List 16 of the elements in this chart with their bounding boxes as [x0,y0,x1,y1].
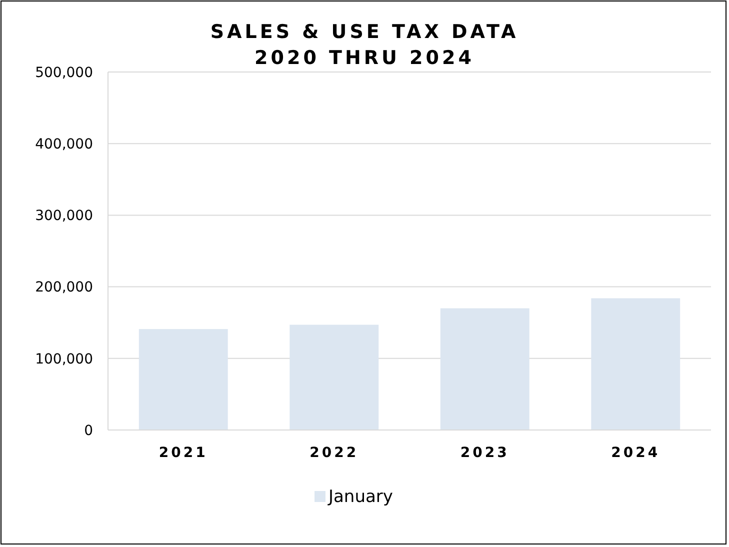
y-tick-label: 200,000 [35,280,93,296]
x-tick-label: 2024 [611,445,660,461]
x-tick-label: 2021 [158,445,208,461]
y-tick-label: 400,000 [35,136,93,152]
bar [591,298,680,430]
x-tick-label: 2023 [460,445,510,461]
bar [138,329,228,430]
chart-title: SALES & USE TAX DATA 2020 THRU 2024 [210,21,519,69]
bar [290,324,379,430]
y-tick-label: 500,000 [35,64,93,81]
bar [440,308,530,430]
y-tick-label: 100,000 [35,351,93,368]
y-tick-label: 300,000 [35,208,93,224]
y-tick-label: 0 [84,422,93,439]
legend-label: January [328,487,393,507]
x-tick-label: 2022 [310,445,359,461]
